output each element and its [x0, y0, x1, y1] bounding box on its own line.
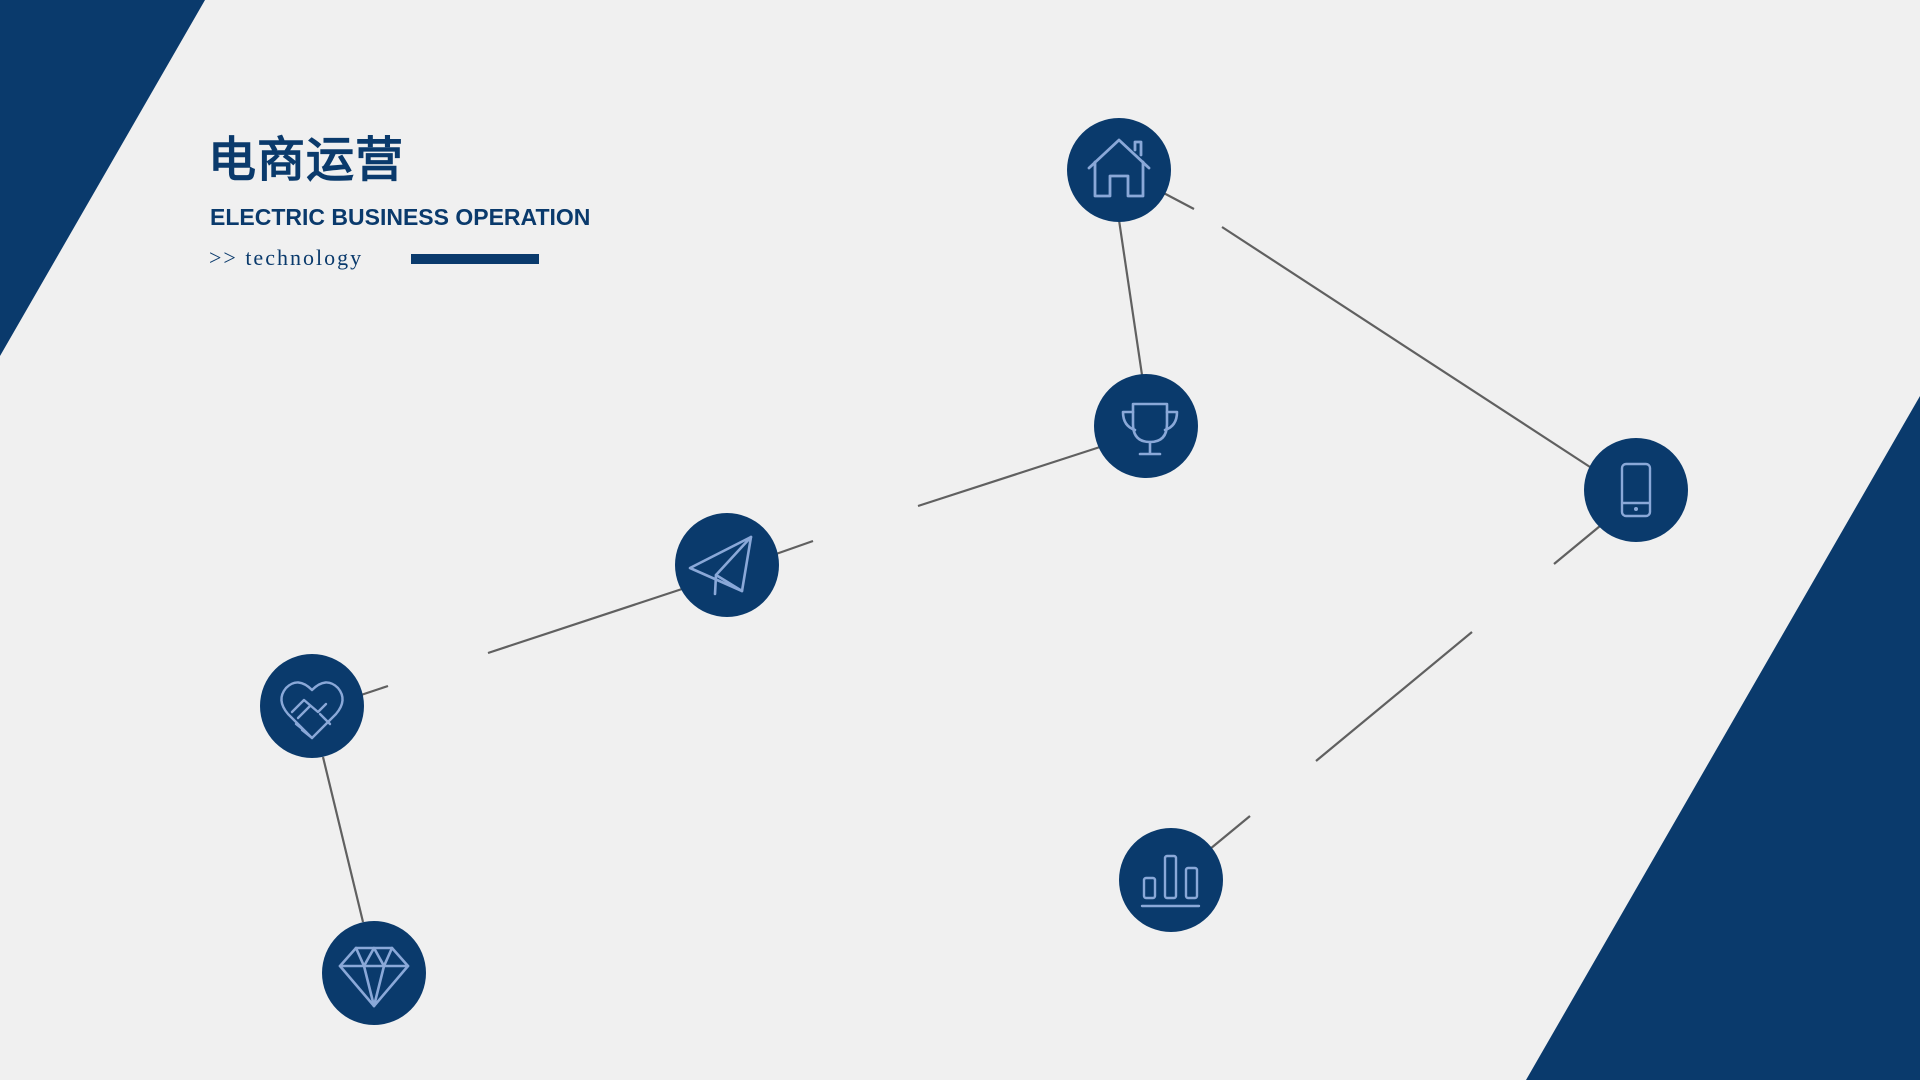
connector-trophy-plane-a [917, 445, 1101, 508]
connector-home-phone-b [1221, 226, 1591, 468]
node-handshake [260, 654, 364, 758]
bar-chart-icon [1140, 854, 1201, 908]
connector-home-trophy [1117, 219, 1144, 376]
connector-lines [321, 169, 1601, 923]
node-home [1067, 118, 1171, 222]
node-paper-plane [675, 513, 779, 617]
accent-bar [411, 254, 539, 264]
connector-phone-chart-c [1209, 815, 1251, 850]
handshake-heart-icon [280, 681, 344, 740]
connector-handshake-diamond [321, 756, 365, 923]
node-phone [1584, 438, 1688, 542]
page-subtitle: ELECTRIC BUSINESS OPERATION [210, 204, 591, 230]
connector-phone-chart-a [1553, 525, 1601, 565]
trophy-icon [1121, 402, 1179, 456]
node-diamond [322, 921, 426, 1025]
tagline: >> technology [209, 245, 364, 270]
paper-plane-icon [688, 535, 753, 596]
diamond-icon [338, 946, 410, 1008]
connector-plane-handshake-a [487, 587, 683, 655]
node-bar-chart [1119, 828, 1223, 932]
node-trophy [1094, 374, 1198, 478]
connector-plane-handshake-b [357, 684, 389, 698]
smartphone-icon [1620, 462, 1652, 518]
connector-phone-chart-b [1315, 631, 1473, 762]
top-left-triangle [0, 0, 205, 356]
page-title: 电商运营 [208, 132, 405, 188]
bottom-right-triangle [1526, 396, 1920, 1080]
home-icon [1087, 138, 1151, 198]
connector-trophy-plane-b [775, 539, 814, 556]
